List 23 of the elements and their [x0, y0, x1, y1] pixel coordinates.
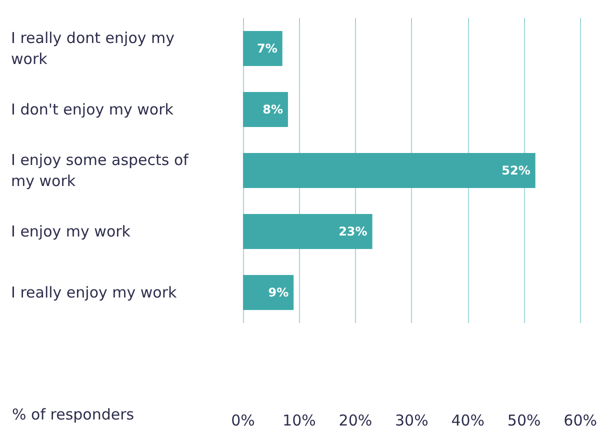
- y-tick-label: I enjoy my work: [11, 222, 131, 240]
- bar: [243, 153, 536, 188]
- data-label: 23%: [338, 224, 368, 238]
- x-tick-label: 30%: [394, 412, 428, 430]
- bar: [243, 214, 372, 249]
- data-label: 52%: [502, 164, 530, 178]
- data-label: 7%: [256, 42, 278, 56]
- y-tick-label: I really enjoy my work: [11, 284, 178, 302]
- y-tick-label: I enjoy some aspects of my work: [11, 151, 194, 190]
- x-tick-label: 10%: [282, 412, 316, 430]
- bar: [243, 92, 288, 127]
- x-tick-label: 20%: [338, 412, 372, 430]
- x-tick-label: 50%: [507, 412, 541, 430]
- y-tick-label: I really dont enjoy my work: [11, 29, 180, 68]
- bar: [243, 31, 282, 66]
- x-tick-label: 40%: [451, 412, 485, 430]
- x-tick-label: 0%: [231, 412, 255, 430]
- data-label: 9%: [268, 286, 289, 300]
- y-tick-label: I don't enjoy my work: [11, 100, 174, 118]
- x-tick-label: 60%: [564, 412, 597, 430]
- data-label: 8%: [262, 102, 283, 116]
- x-axis-title: % of responders: [12, 406, 134, 424]
- bar: [243, 275, 294, 310]
